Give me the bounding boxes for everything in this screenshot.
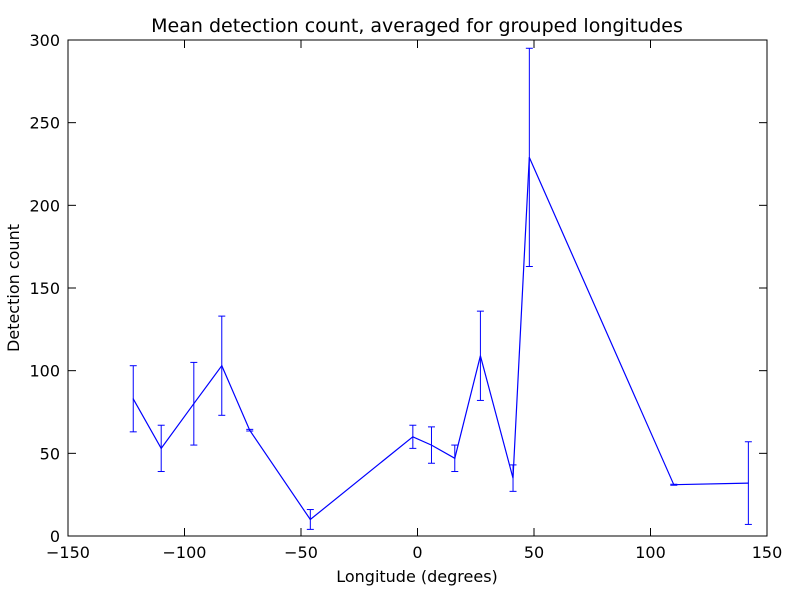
data-point — [193, 403, 195, 405]
data-point — [479, 355, 481, 357]
plot-area — [68, 40, 767, 536]
data-point — [454, 457, 456, 459]
data-point — [747, 482, 749, 484]
x-tick-label: −50 — [284, 543, 318, 562]
data-point — [430, 444, 432, 446]
data-point — [132, 398, 134, 400]
y-tick-label: 300 — [29, 31, 60, 50]
y-tick-label: 50 — [40, 444, 60, 463]
x-axis-label: Longitude (degrees) — [336, 567, 498, 586]
x-tick-label: −150 — [46, 543, 90, 562]
x-tick-label: 50 — [524, 543, 544, 562]
data-point — [673, 484, 675, 486]
y-tick-label: 250 — [29, 114, 60, 133]
data-point — [160, 447, 162, 449]
tick-layer: −150 −100 −50 0 50 100 150 0 50 100 150 200 250 300 — [29, 31, 782, 562]
series-layer — [129, 47, 752, 530]
data-point — [512, 477, 514, 479]
y-tick-label: 100 — [29, 362, 60, 381]
x-tick-label: 0 — [412, 543, 422, 562]
y-tick-label: 150 — [29, 279, 60, 298]
chart-title: Mean detection count, averaged for group… — [151, 15, 683, 37]
data-point — [309, 518, 311, 520]
y-tick-label: 200 — [29, 196, 60, 215]
data-point — [528, 156, 530, 158]
x-tick-label: −100 — [163, 543, 207, 562]
y-axis-label: Detection count — [4, 224, 23, 352]
x-tick-label: 100 — [635, 543, 666, 562]
data-point — [221, 365, 223, 367]
data-point — [412, 436, 414, 438]
data-point — [249, 429, 251, 431]
series-line — [132, 157, 749, 521]
x-tick-label: 150 — [752, 543, 783, 562]
y-tick-label: 0 — [50, 527, 60, 546]
